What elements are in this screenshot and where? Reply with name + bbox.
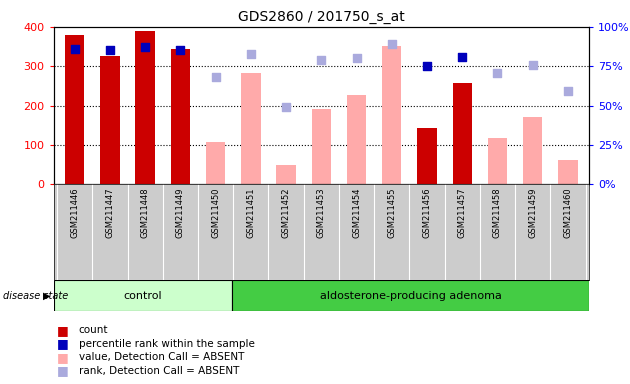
Point: [422, 63, 432, 70]
Text: count: count: [79, 325, 108, 335]
Bar: [65, 35, 84, 184]
Text: GSM211450: GSM211450: [211, 187, 220, 238]
Text: GSM211456: GSM211456: [423, 187, 432, 238]
Point: [493, 70, 503, 76]
Bar: [312, 109, 331, 184]
Bar: [54, 280, 232, 311]
Text: GSM211453: GSM211453: [317, 187, 326, 238]
Bar: [135, 31, 155, 184]
Text: ■: ■: [57, 324, 69, 337]
Text: GSM211457: GSM211457: [458, 187, 467, 238]
Bar: [523, 117, 542, 184]
Text: ■: ■: [57, 351, 69, 364]
Text: GSM211446: GSM211446: [70, 187, 79, 238]
Point: [210, 74, 220, 80]
Bar: [206, 142, 226, 184]
Text: ■: ■: [57, 364, 69, 377]
Title: GDS2860 / 201750_s_at: GDS2860 / 201750_s_at: [238, 10, 404, 25]
Bar: [277, 165, 295, 184]
Bar: [558, 160, 578, 184]
Point: [246, 51, 256, 57]
Text: disease state: disease state: [3, 291, 69, 301]
Point: [528, 61, 538, 68]
Text: GSM211459: GSM211459: [528, 187, 537, 238]
Text: GSM211460: GSM211460: [563, 187, 573, 238]
Text: GSM211451: GSM211451: [246, 187, 255, 238]
Text: ▶: ▶: [43, 291, 50, 301]
Text: rank, Detection Call = ABSENT: rank, Detection Call = ABSENT: [79, 366, 239, 376]
Point: [352, 55, 362, 61]
Point: [387, 41, 397, 47]
Point: [563, 88, 573, 94]
Text: GSM211458: GSM211458: [493, 187, 502, 238]
Text: GSM211449: GSM211449: [176, 187, 185, 238]
Bar: [417, 128, 437, 184]
Point: [281, 104, 291, 110]
Bar: [452, 83, 472, 184]
Text: value, Detection Call = ABSENT: value, Detection Call = ABSENT: [79, 352, 244, 362]
Point: [70, 46, 80, 52]
Bar: [382, 46, 401, 184]
Text: GSM211452: GSM211452: [282, 187, 290, 238]
Text: ■: ■: [57, 337, 69, 350]
Point: [140, 44, 150, 50]
Bar: [232, 280, 589, 311]
Text: GSM211455: GSM211455: [387, 187, 396, 238]
Text: aldosterone-producing adenoma: aldosterone-producing adenoma: [319, 291, 501, 301]
Bar: [171, 48, 190, 184]
Text: percentile rank within the sample: percentile rank within the sample: [79, 339, 255, 349]
Point: [105, 47, 115, 53]
Bar: [100, 56, 120, 184]
Point: [175, 47, 185, 53]
Bar: [347, 94, 366, 184]
Point: [457, 54, 467, 60]
Text: GSM211454: GSM211454: [352, 187, 361, 238]
Bar: [241, 73, 261, 184]
Text: control: control: [123, 291, 162, 301]
Bar: [488, 138, 507, 184]
Text: GSM211448: GSM211448: [140, 187, 150, 238]
Text: GSM211447: GSM211447: [105, 187, 115, 238]
Point: [316, 57, 326, 63]
